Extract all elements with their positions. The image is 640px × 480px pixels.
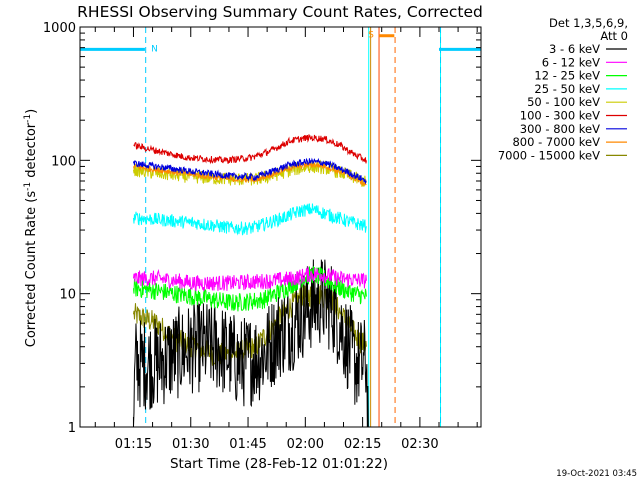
y-axis-label-sup1: -1 <box>23 182 33 191</box>
x-axis: 01:15 01:30 01:45 02:00 02:15 02:30 <box>94 27 478 452</box>
legend-entry-label: 12 - 25 keV <box>534 69 600 83</box>
y-tick-label: 10 <box>59 288 76 303</box>
x-tick-label: 01:15 <box>115 437 152 452</box>
legend-entry-label: 100 - 300 keV <box>520 109 600 123</box>
legend-entry-label: 3 - 6 keV <box>549 42 600 56</box>
legend-entry-label: 300 - 800 keV <box>520 122 600 136</box>
legend-header-line-1: Det 1,3,5,6,9, <box>549 16 628 30</box>
legend-entry-label: 800 - 7000 keV <box>512 135 600 149</box>
plot-frame <box>79 26 482 428</box>
y-axis-label-end: ) <box>24 109 39 114</box>
flag-label-s: S <box>368 31 374 41</box>
series-line-3-6-kev <box>132 259 369 428</box>
timestamp: 19-Oct-2021 03:45 <box>556 469 637 479</box>
legend-entry-label: 7000 - 15000 keV <box>498 148 600 162</box>
legend-entry-label: 25 - 50 keV <box>534 82 600 96</box>
series-line-6-12-kev <box>132 266 367 293</box>
legend-entry-label: 6 - 12 keV <box>542 55 600 69</box>
y-axis-label-main: Corrected Count Rate (s <box>24 191 39 348</box>
x-tick-label: 02:00 <box>287 437 324 452</box>
flag-label-n: N <box>151 44 158 54</box>
legend-header-line-2: Att 0 <box>600 29 628 43</box>
series-line-12-25-kev <box>132 266 367 312</box>
x-tick-label: 01:30 <box>172 437 209 452</box>
legend-entry-label: 50 - 100 keV <box>527 95 600 109</box>
y-axis-label: Corrected Count Rate (s-1 detector-1) <box>23 109 39 347</box>
x-tick-label: 02:30 <box>401 437 438 452</box>
chart-title: RHESSI Observing Summary Count Rates, Co… <box>77 3 483 21</box>
y-tick-label: 1 <box>68 421 76 436</box>
y-tick-label: 100 <box>51 154 76 169</box>
x-tick-label: 02:15 <box>344 437 381 452</box>
y-axis-label-sup2: -1 <box>23 114 33 123</box>
plot-area: NS <box>79 27 481 428</box>
y-axis: 1 10 100 1000 <box>43 21 481 436</box>
series-line-25-50-kev <box>132 203 367 236</box>
x-tick-label: 01:45 <box>229 437 266 452</box>
x-axis-label: Start Time (28-Feb-12 01:01:22) <box>170 456 388 472</box>
series-line-300-800-kev <box>132 157 367 184</box>
y-tick-label: 1000 <box>43 21 76 36</box>
series-line-100-300-kev <box>133 134 367 165</box>
y-axis-label-mid: detector <box>24 122 39 182</box>
